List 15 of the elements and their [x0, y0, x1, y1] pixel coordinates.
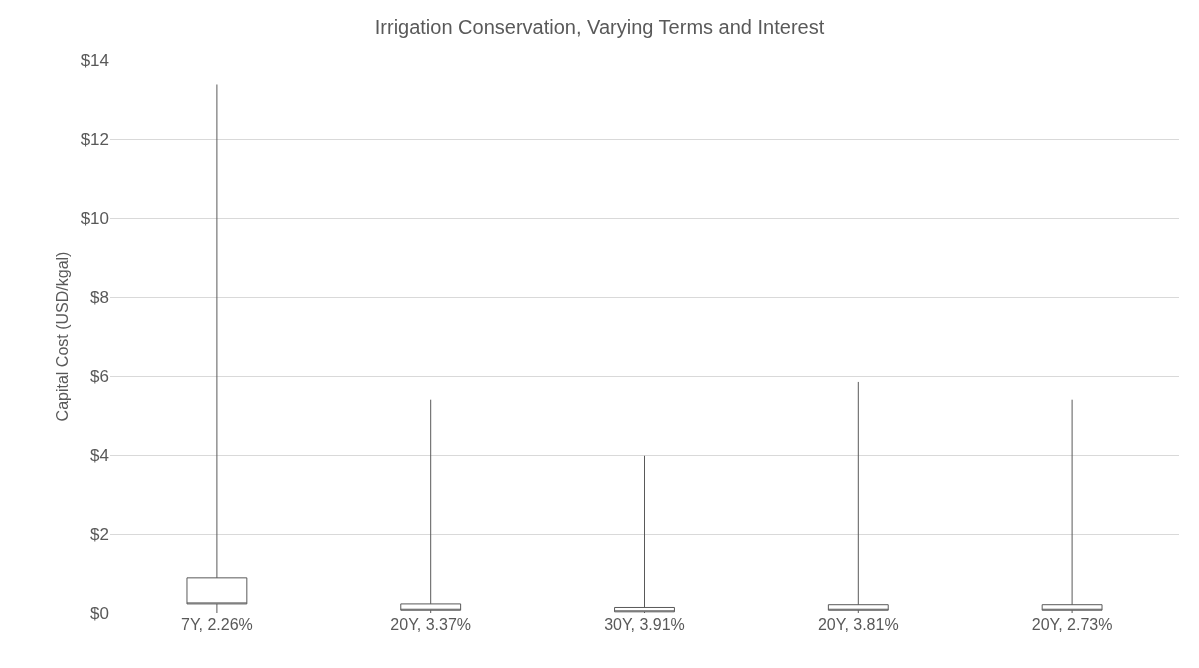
y-axis-title: Capital Cost (USD/kgal) [54, 251, 71, 422]
y-tick-label: $10 [80, 208, 109, 228]
y-tick-label: $4 [90, 445, 109, 465]
x-tick-label: 20Y, 2.73% [1031, 616, 1113, 633]
x-tick-label: 20Y, 3.81% [817, 616, 899, 633]
y-tick-label: $8 [90, 287, 109, 307]
chart-title: Irrigation Conservation, Varying Terms and Interest [374, 16, 825, 39]
y-tick-label: $0 [90, 603, 109, 623]
x-tick-label: 30Y, 3.91% [604, 616, 685, 633]
y-tick-label: $12 [80, 129, 109, 149]
y-tick-label: $6 [90, 366, 109, 386]
x-tick-label: 7Y, 2.26% [181, 616, 253, 633]
y-tick-label: $14 [80, 50, 109, 70]
y-tick-label: $2 [90, 524, 109, 544]
x-tick-label: 20Y, 3.37% [390, 616, 472, 633]
